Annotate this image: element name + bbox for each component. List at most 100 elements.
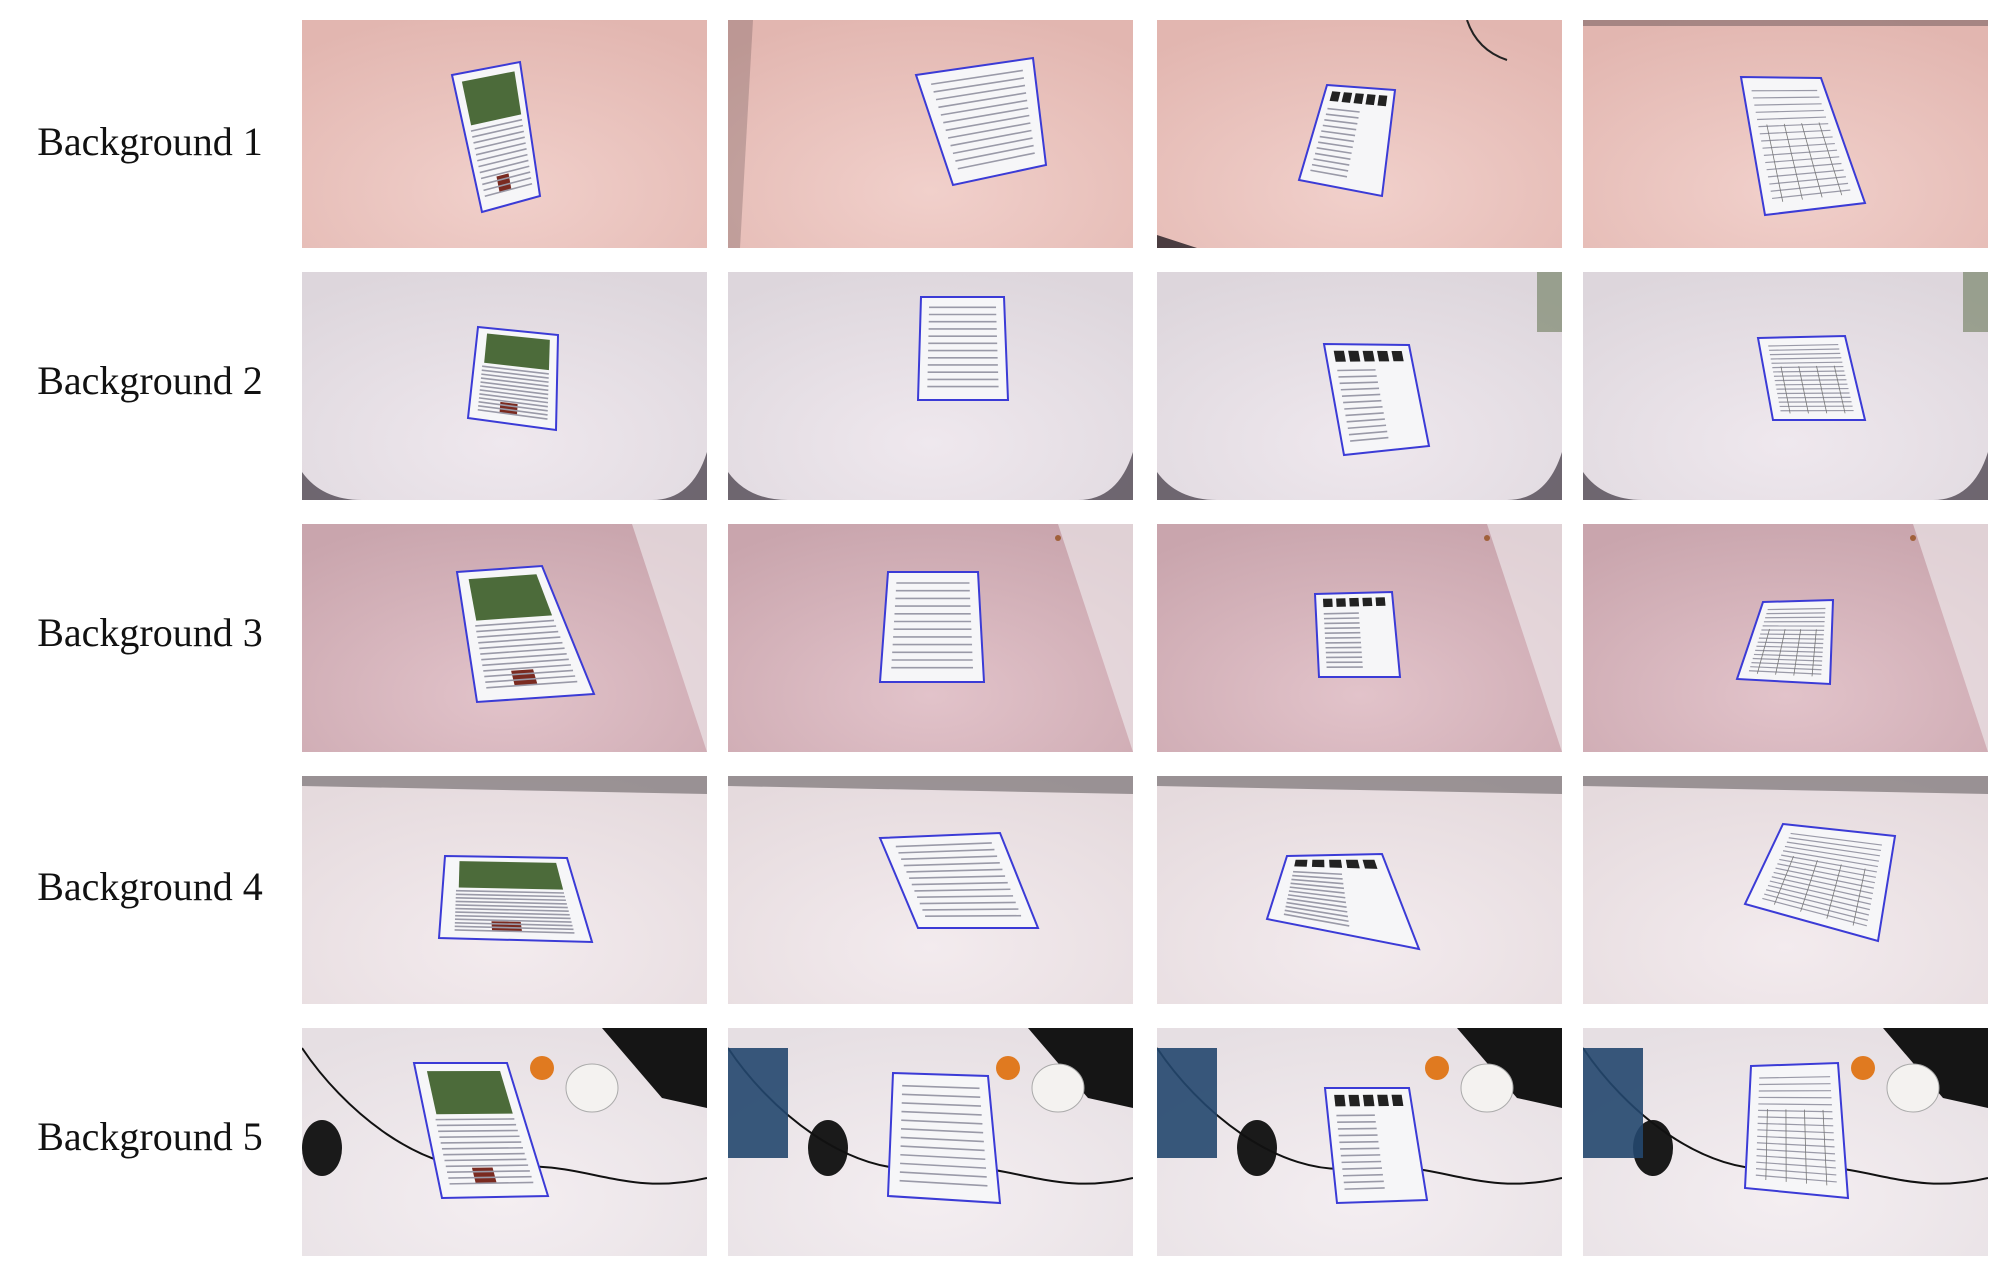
detection-outline (914, 56, 1048, 187)
row-label: Background 1 (37, 119, 263, 164)
text-line (1342, 1167, 1383, 1170)
text-line (1316, 147, 1352, 155)
text-line (1788, 837, 1881, 852)
text-line (1766, 162, 1842, 171)
table-column-rule (1765, 1109, 1768, 1181)
text-line (1314, 152, 1351, 160)
text-line (1343, 399, 1382, 404)
floor-corner (1933, 452, 1988, 500)
desk-photo (1157, 20, 1562, 248)
text-line (1750, 666, 1822, 671)
text-line (1769, 352, 1841, 356)
table-column-rule (1793, 629, 1802, 676)
text-line (1347, 424, 1387, 430)
floor-corner (1078, 452, 1133, 500)
desk-photo (1583, 272, 1988, 500)
desk-photo (1157, 272, 1562, 500)
text-line (901, 1119, 983, 1125)
text-line (1287, 894, 1347, 904)
figure-thumbnail (1311, 859, 1325, 868)
text-line (1339, 381, 1378, 385)
desk-photo (1583, 524, 1988, 752)
text-line (1313, 158, 1350, 166)
text-line (474, 136, 525, 150)
photo-cell (302, 524, 707, 752)
monitor (1457, 1028, 1562, 1108)
detection-outline (1756, 334, 1867, 421)
text-line (900, 1162, 987, 1169)
photo-cell (1583, 1028, 1988, 1256)
text-line (1769, 176, 1846, 185)
text-line (477, 408, 548, 420)
table-edge (1583, 20, 1988, 26)
text-line (483, 664, 571, 672)
text-line (483, 177, 532, 192)
photo-cell (302, 776, 707, 1004)
text-line (1338, 375, 1377, 378)
table-column-rule (1826, 864, 1842, 919)
text-line (1340, 387, 1380, 391)
magazine-inset-photo (471, 1167, 497, 1184)
text-line (455, 889, 565, 894)
text-line (1344, 405, 1383, 410)
photo-cell (302, 1028, 707, 1256)
text-line (454, 929, 575, 934)
stain (1055, 535, 1061, 541)
text-line (440, 1141, 522, 1144)
text-line (478, 405, 548, 416)
text-line (448, 1175, 532, 1179)
photo-cell (728, 776, 1133, 1004)
text-line (1773, 374, 1846, 377)
table-column-rule (1833, 365, 1846, 414)
photo-cell (1583, 776, 1988, 1004)
photo-cell (1157, 524, 1562, 752)
figure-thumbnail (1377, 1094, 1389, 1107)
text-line (1759, 1083, 1831, 1086)
text-line (1340, 1154, 1381, 1157)
stain (1910, 535, 1916, 541)
text-line (475, 142, 526, 156)
table-column-rule (1756, 628, 1770, 674)
text-line (900, 1128, 984, 1134)
text-line (1758, 637, 1824, 640)
text-line (901, 855, 998, 861)
magazine-photo (468, 574, 553, 621)
table-column-rule (1775, 629, 1786, 675)
floor-corner (1157, 472, 1217, 500)
text-line (900, 1145, 985, 1152)
monitor (602, 1028, 707, 1108)
text-line (909, 875, 1006, 880)
detection-outline (1739, 75, 1867, 217)
detection-outline (1322, 342, 1431, 457)
wall (632, 524, 707, 752)
text-line (480, 165, 530, 180)
detection-outline (878, 571, 986, 683)
text-line (911, 881, 1008, 886)
desk-photo (302, 272, 707, 500)
text-line (455, 897, 566, 902)
text-line (914, 888, 1011, 892)
detection-outline (450, 60, 542, 214)
text-line (1777, 863, 1875, 884)
text-line (485, 675, 576, 683)
desk-photo (1157, 1028, 1562, 1256)
text-line (1756, 1161, 1836, 1169)
text-line (1753, 653, 1823, 658)
text-line (943, 107, 1029, 124)
text-line (455, 914, 571, 920)
text-line (1765, 889, 1869, 916)
plant (1963, 272, 1988, 332)
magazine (728, 1048, 788, 1158)
text-line (1338, 1134, 1378, 1137)
floor-corner (652, 452, 707, 500)
text-line (1289, 886, 1345, 894)
figure-thumbnail (1348, 1094, 1361, 1107)
text-line (903, 861, 1000, 867)
text-line (480, 377, 549, 388)
figure-thumbnail (1329, 859, 1343, 868)
detection-outline (1735, 598, 1835, 686)
detection-outline (1743, 1061, 1850, 1200)
text-line (1776, 387, 1849, 390)
table-column-rule (1773, 856, 1794, 905)
text-line (480, 647, 565, 655)
